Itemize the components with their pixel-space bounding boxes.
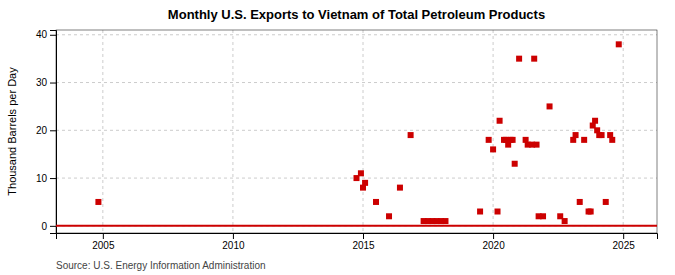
- grid-line: [56, 34, 657, 35]
- tick: 40: [36, 29, 56, 40]
- point: [397, 185, 403, 191]
- point: [442, 218, 448, 224]
- tick: 30: [36, 77, 56, 88]
- grid-line: [102, 30, 103, 233]
- point: [573, 132, 579, 138]
- point: [512, 161, 518, 167]
- tick-label: 20: [36, 125, 48, 136]
- tick-mark: [233, 233, 234, 239]
- tick-mark: [50, 83, 56, 84]
- zero-line: [56, 225, 657, 227]
- grid-line: [56, 82, 657, 83]
- tick-mark: [50, 178, 56, 179]
- grid-line: [493, 30, 494, 233]
- grid: [56, 30, 657, 233]
- tick-label: 40: [36, 29, 48, 40]
- point: [495, 209, 501, 215]
- tick-mark: [50, 130, 56, 131]
- point: [547, 103, 553, 109]
- tick-label: 0: [41, 221, 47, 232]
- tick-mark: [50, 35, 56, 36]
- chart: 2005 2010 2015 2020 2025 0 10 20 30 40 Monthly U.S…: [0, 0, 675, 275]
- point: [408, 132, 414, 138]
- point: [497, 118, 503, 124]
- tick-label: 2015: [352, 240, 375, 251]
- point: [540, 213, 546, 219]
- point: [362, 180, 368, 186]
- tick-mark: [623, 233, 624, 239]
- tick: 2010: [222, 233, 245, 251]
- point: [562, 218, 568, 224]
- tick: 2015: [352, 233, 375, 251]
- tick: 0: [41, 221, 56, 232]
- point: [358, 170, 364, 176]
- tick-label: 2025: [613, 240, 636, 251]
- annotation: Source: U.S. Energy Information Administ…: [56, 260, 266, 271]
- point: [386, 213, 392, 219]
- grid-line: [232, 30, 233, 233]
- tick-label: 2010: [222, 240, 245, 251]
- title: Monthly U.S. Exports to Vietnam of Total…: [168, 7, 545, 22]
- point: [592, 118, 598, 124]
- plot-frame: [56, 30, 657, 233]
- tick: 2025: [613, 233, 636, 251]
- axis-line: [50, 31, 57, 234]
- tick-label: 30: [36, 77, 48, 88]
- point: [95, 199, 101, 205]
- tick-label: 10: [36, 173, 48, 184]
- point: [516, 56, 522, 62]
- point: [510, 137, 516, 143]
- tick-mark: [363, 233, 364, 239]
- tick: 2020: [482, 233, 505, 251]
- tick: 10: [36, 173, 56, 184]
- point: [581, 137, 587, 143]
- grid-line: [623, 30, 624, 233]
- tick-mark: [493, 233, 494, 239]
- point: [534, 142, 540, 148]
- point: [609, 137, 615, 143]
- point: [588, 209, 594, 215]
- y-axis-title: Thousand Barrels per Day: [6, 67, 18, 196]
- grid-line: [363, 30, 364, 233]
- point: [490, 146, 496, 152]
- point: [616, 41, 622, 47]
- tick: 20: [36, 125, 56, 136]
- y-axis: 0 10 20 30 40: [36, 29, 57, 233]
- x-axis: 2005 2010 2015 2020 2025: [57, 233, 658, 251]
- point: [577, 199, 583, 205]
- point: [477, 209, 483, 215]
- tick-mark: [50, 226, 56, 227]
- point: [599, 132, 605, 138]
- axis-line: [57, 234, 658, 240]
- point: [486, 137, 492, 143]
- grid-line: [56, 130, 657, 131]
- point: [603, 199, 609, 205]
- tick-mark: [103, 233, 104, 239]
- point: [373, 199, 379, 205]
- tick-label: 2020: [482, 240, 505, 251]
- tick-label: 2005: [92, 240, 115, 251]
- plot: 2005 2010 2015 2020 2025 0 10 20 30 40: [36, 29, 658, 251]
- marks: [56, 41, 657, 226]
- grid-line: [56, 225, 657, 226]
- point: [531, 56, 537, 62]
- tick: 2005: [92, 233, 115, 251]
